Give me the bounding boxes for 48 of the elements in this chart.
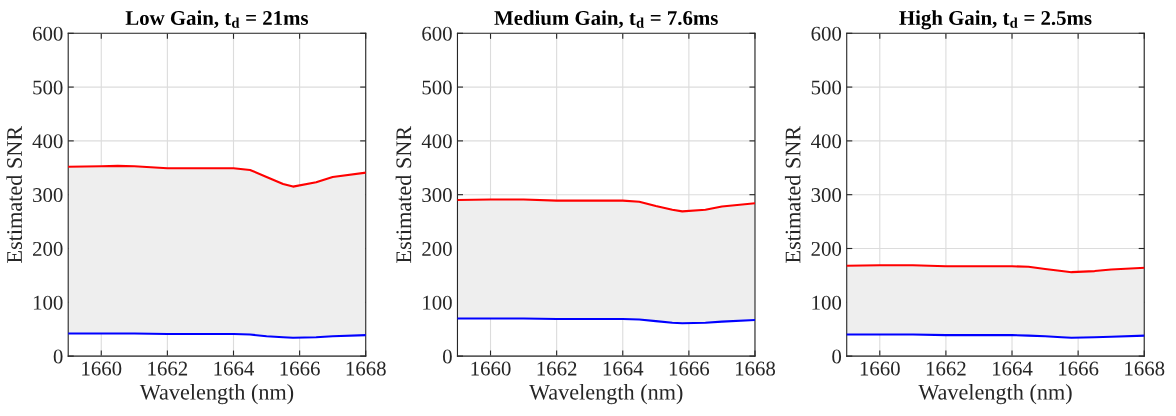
- x-tick-label: 1660: [82, 361, 122, 376]
- x-tick-label: 1666: [280, 361, 320, 376]
- x-tick-label: 1664: [993, 361, 1033, 376]
- chart-title: Low Gain, t$_{d}$ = 21ms: [125, 10, 309, 29]
- x-tick-label: 1660: [471, 361, 511, 376]
- y-tick-label: 600: [32, 26, 63, 41]
- y-tick-label: 400: [32, 134, 63, 149]
- y-tick-label: 200: [33, 241, 63, 256]
- y-axis-title: Estimated SNR: [6, 125, 23, 263]
- x-tick-label: 1662: [926, 361, 966, 376]
- y-tick-label: 300: [33, 188, 63, 203]
- x-tick-label: 1662: [148, 361, 188, 376]
- y-tick-label: 500: [422, 80, 452, 95]
- y-tick-label: 100: [33, 295, 63, 310]
- x-tick-label: 1662: [537, 361, 577, 376]
- x-tick-label: 1668: [735, 361, 776, 376]
- x-tick-label: 1668: [1125, 361, 1165, 376]
- y-tick-label: 400: [811, 134, 842, 149]
- line-series: [846, 264, 1145, 274]
- chart-title: High Gain, t$_{d}$ = 2.5ms: [899, 10, 1092, 30]
- x-axis-title: Wavelength (nm): [529, 384, 683, 405]
- y-tick-label: 600: [422, 26, 452, 41]
- x-axis-title: Wavelength (nm): [918, 384, 1072, 405]
- y-tick-label: 0: [832, 349, 842, 364]
- y-tick-label: 500: [811, 80, 842, 95]
- y-tick-label: 200: [811, 241, 842, 256]
- x-tick-label: 1666: [669, 361, 710, 376]
- y-tick-label: 600: [811, 26, 842, 41]
- line-series: [68, 164, 366, 188]
- chart-title: Medium Gain, t$_{d}$ = 7.6ms: [494, 10, 718, 29]
- y-tick-label: 0: [53, 349, 63, 364]
- x-tick-label: 1664: [603, 361, 644, 376]
- y-tick-label: 200: [422, 241, 452, 256]
- y-tick-label: 100: [423, 295, 452, 310]
- y-tick-label: 400: [421, 134, 452, 149]
- x-tick-label: 1666: [1059, 361, 1099, 376]
- y-axis-title: Estimated SNR: [784, 125, 801, 263]
- y-axis-title: Estimated SNR: [395, 125, 412, 263]
- x-tick-label: 1664: [214, 361, 255, 376]
- y-tick-label: 0: [442, 349, 452, 364]
- y-tick-label: 100: [812, 295, 842, 310]
- y-tick-label: 500: [33, 80, 63, 95]
- line-series: [457, 198, 755, 213]
- y-tick-label: 300: [811, 188, 842, 203]
- x-tick-label: 1668: [346, 361, 386, 376]
- x-axis-title: Wavelength (nm): [139, 384, 294, 405]
- x-tick-label: 1660: [860, 361, 900, 376]
- y-tick-label: 300: [422, 188, 452, 203]
